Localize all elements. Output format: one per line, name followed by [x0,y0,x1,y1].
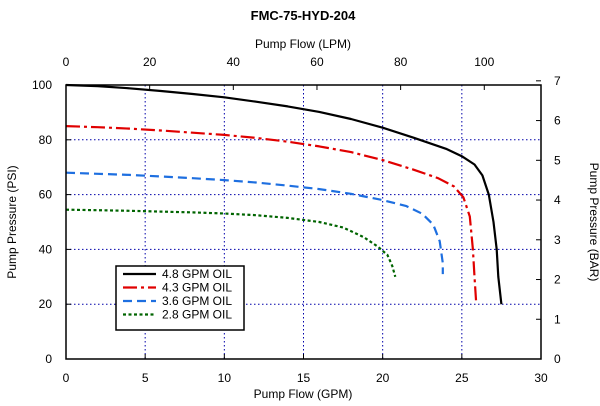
y2-tick-label-2: 2 [554,273,561,287]
x2-tick-label-40: 40 [227,55,241,69]
y2-tick-label-5: 5 [554,153,561,167]
legend-label-1: 4.8 GPM OIL [162,267,232,281]
y2-tick-label-0: 0 [554,352,561,366]
y2-tick-label-7: 7 [554,74,561,88]
y2-tick-label-6: 6 [554,114,561,128]
bottom-axis-label: Pump Flow (GPM) [254,387,353,401]
y-tick-label-0: 0 [45,352,52,366]
legend-label-4: 2.8 GPM OIL [162,308,232,322]
y2-tick-label-3: 3 [554,233,561,247]
right-axis-label: Pump Pressure (BAR) [587,163,600,282]
series-lines [65,83,503,305]
y2-tick-label-4: 4 [554,193,561,207]
series-line-2 [65,125,478,302]
left-axis-label: Pump Pressure (PSI) [5,165,19,278]
x-tick-label-25: 25 [455,371,469,385]
y-tick-label-80: 80 [39,133,53,147]
y-tick-label-100: 100 [32,78,52,92]
series-line-4 [65,208,397,278]
x2-tick-label-100: 100 [474,55,494,69]
top-axis-label: Pump Flow (LPM) [255,37,351,51]
x2-tick-label-20: 20 [143,55,157,69]
legend-label-3: 3.6 GPM OIL [162,294,232,308]
y-tick-label-40: 40 [39,242,53,256]
x-tick-label-5: 5 [142,371,149,385]
axis-ticks: 0 5 10 15 20 25 30 0 20 40 60 80 100 0 20 40 60 80 100 0 1 2 3… [32,55,561,385]
y2-tick-label-1: 1 [554,312,561,326]
series-line-3 [65,171,444,275]
x-tick-label-15: 15 [297,371,311,385]
legend-label-2: 4.3 GPM OIL [162,281,232,295]
x-tick-label-10: 10 [218,371,232,385]
x2-tick-label-0: 0 [63,55,70,69]
x-tick-label-20: 20 [376,371,390,385]
x2-tick-label-80: 80 [394,55,408,69]
legend-box [115,265,245,331]
y-tick-label-60: 60 [39,188,53,202]
series-line-1 [65,83,503,305]
x-tick-label-30: 30 [534,371,548,385]
chart-title: FMC-75-HYD-204 [251,8,357,23]
x-tick-label-0: 0 [63,371,70,385]
y-tick-label-20: 20 [39,297,53,311]
x2-tick-label-60: 60 [310,55,324,69]
